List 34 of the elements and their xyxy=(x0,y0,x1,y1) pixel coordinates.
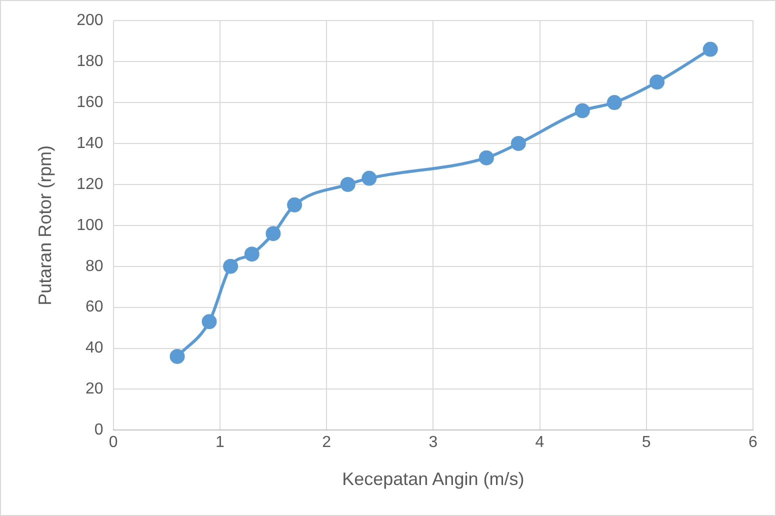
y-tick-label: 60 xyxy=(86,298,104,316)
y-tick-label: 200 xyxy=(76,12,104,30)
y-tick-label: 20 xyxy=(86,380,104,398)
x-tick-label: 2 xyxy=(322,434,332,452)
y-tick-label: 80 xyxy=(86,258,104,275)
point xyxy=(510,136,526,151)
y-axis-title: Putaran Rotor (rpm) xyxy=(34,145,55,306)
point xyxy=(244,246,260,262)
point xyxy=(362,170,377,186)
point xyxy=(478,150,494,166)
point xyxy=(340,176,356,192)
point xyxy=(287,197,302,212)
x-axis-title: Kecepatan Angin (m/s) xyxy=(342,469,524,490)
y-tick-label: 0 xyxy=(94,422,104,439)
point xyxy=(650,74,665,90)
x-tick-label: 1 xyxy=(215,434,224,452)
point xyxy=(702,42,718,57)
point xyxy=(170,348,185,364)
x-tick-label: 3 xyxy=(428,434,438,452)
y-tick-label: 120 xyxy=(76,176,104,193)
y-tick-label: 40 xyxy=(86,340,104,357)
y-tick-label: 180 xyxy=(76,52,104,70)
x-tick-label: 0 xyxy=(108,434,118,452)
point xyxy=(202,314,217,330)
x-tick-label: 4 xyxy=(535,434,544,452)
y-tick-label: 140 xyxy=(76,134,104,152)
y-tick-label: 160 xyxy=(76,94,104,111)
point xyxy=(606,95,622,110)
point xyxy=(574,103,590,118)
y-tick-label: 100 xyxy=(76,216,104,234)
x-tick-label: 6 xyxy=(748,434,758,452)
point xyxy=(266,226,281,242)
point xyxy=(223,258,238,274)
x-tick-label: 5 xyxy=(642,434,651,452)
